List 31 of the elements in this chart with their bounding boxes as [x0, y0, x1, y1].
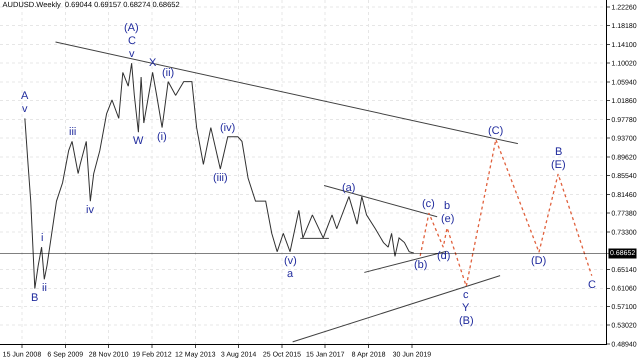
annotation: (A) — [124, 22, 139, 34]
annotation: (c) — [422, 198, 435, 210]
annotation: B — [31, 292, 38, 304]
annotation: C — [128, 35, 136, 47]
annotation: W — [133, 135, 144, 147]
annotation: (E) — [551, 159, 566, 171]
annotation: b — [444, 200, 450, 212]
annotation: (v) — [284, 255, 297, 267]
annotation: (d) — [437, 250, 450, 262]
annotation: (iii) — [213, 172, 228, 184]
annotation: (ii) — [162, 67, 174, 79]
annotation: (iv) — [220, 122, 236, 134]
annotation: iii — [69, 126, 76, 138]
annotation: (B) — [459, 315, 474, 327]
annotation: C — [588, 279, 596, 291]
annotation: c — [463, 289, 469, 301]
annotation: ii — [42, 282, 47, 294]
annotation: (D) — [531, 255, 546, 267]
annotation: i — [41, 232, 44, 244]
annotation: A — [21, 90, 29, 102]
annotation: (C) — [488, 125, 504, 137]
annotation: (b) — [414, 259, 428, 271]
annotation: iv — [86, 204, 94, 216]
annotation: (i) — [157, 131, 167, 143]
annotation: a — [287, 268, 294, 280]
annotation: v — [22, 103, 28, 115]
annotation: (e) — [441, 213, 454, 225]
annotation: B — [555, 146, 562, 158]
annotation: (a) — [342, 182, 356, 194]
annotation: Y — [462, 302, 470, 314]
annotation: v — [129, 48, 135, 60]
